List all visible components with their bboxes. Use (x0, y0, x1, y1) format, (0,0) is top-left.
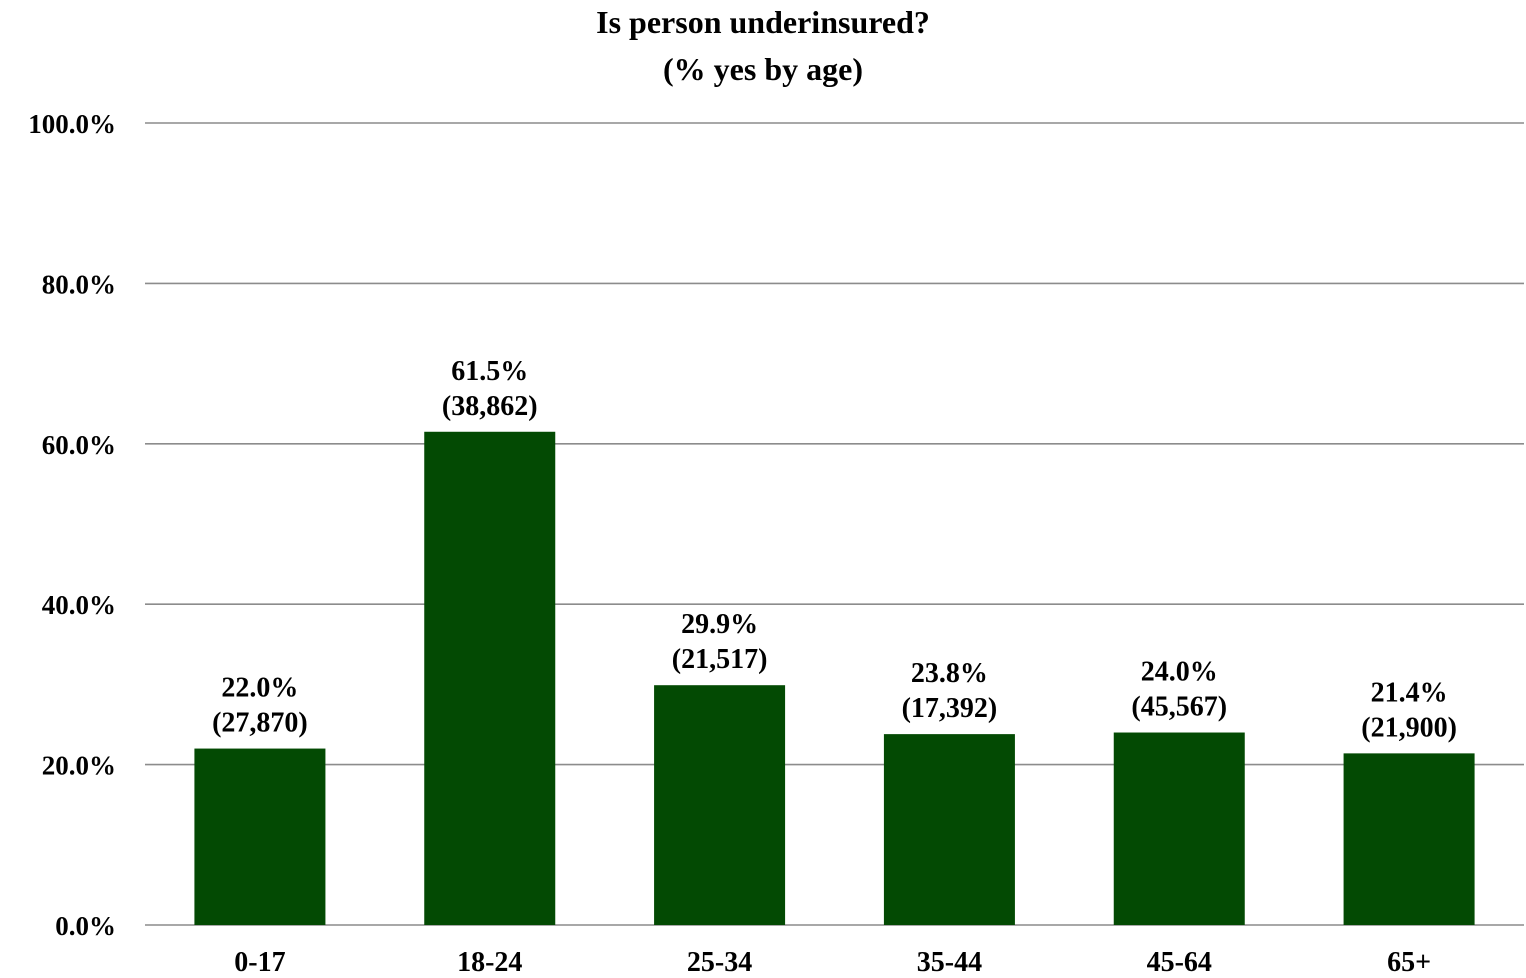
data-labels: 22.0% (27,870) 61.5% (38,862) 29.9% (21,517) 2… (212, 356, 1457, 744)
bars (194, 431, 1475, 925)
bar-45-64 (1113, 732, 1245, 925)
x-tick-label: 45-64 (1147, 947, 1212, 978)
x-tick-label: 18-24 (457, 947, 522, 978)
y-tick-label: 20.0% (42, 751, 116, 781)
value-label: 21.4% (1371, 677, 1448, 708)
bar-0-17 (194, 748, 326, 925)
count-label: (21,900) (1361, 712, 1457, 743)
y-tick-label: 80.0% (42, 269, 116, 299)
bar-18-24 (424, 431, 556, 925)
value-label: 22.0% (221, 673, 298, 704)
y-tick-label: 60.0% (42, 430, 116, 460)
value-label: 61.5% (451, 356, 528, 387)
x-tick-label: 35-44 (917, 947, 982, 978)
gridlines (145, 122, 1524, 926)
count-label: (38,862) (442, 391, 538, 422)
bar-65+ (1343, 753, 1475, 925)
x-axis-tick-labels: 0-17 18-24 25-34 35-44 45-64 65+ (234, 947, 1431, 978)
count-label: (27,870) (212, 708, 308, 739)
x-tick-label: 0-17 (234, 947, 285, 978)
value-label: 23.8% (911, 658, 988, 689)
count-label: (17,392) (902, 693, 998, 724)
bar-25-34 (654, 685, 786, 925)
chart-subtitle: (% yes by age) (663, 51, 863, 87)
count-label: (45,567) (1131, 692, 1227, 723)
bar-35-44 (883, 734, 1015, 925)
y-tick-label: 0.0% (55, 911, 116, 941)
x-tick-label: 25-34 (687, 947, 752, 978)
chart-title: Is person underinsured? (596, 4, 930, 40)
value-label: 24.0% (1141, 657, 1218, 688)
y-tick-label: 100.0% (28, 109, 116, 139)
value-label: 29.9% (681, 609, 758, 640)
x-tick-label: 65+ (1387, 947, 1431, 978)
y-tick-label: 40.0% (42, 590, 116, 620)
y-axis-tick-labels: 0.0% 20.0% 40.0% 60.0% 80.0% 100.0% (28, 109, 116, 941)
count-label: (21,517) (672, 644, 768, 675)
